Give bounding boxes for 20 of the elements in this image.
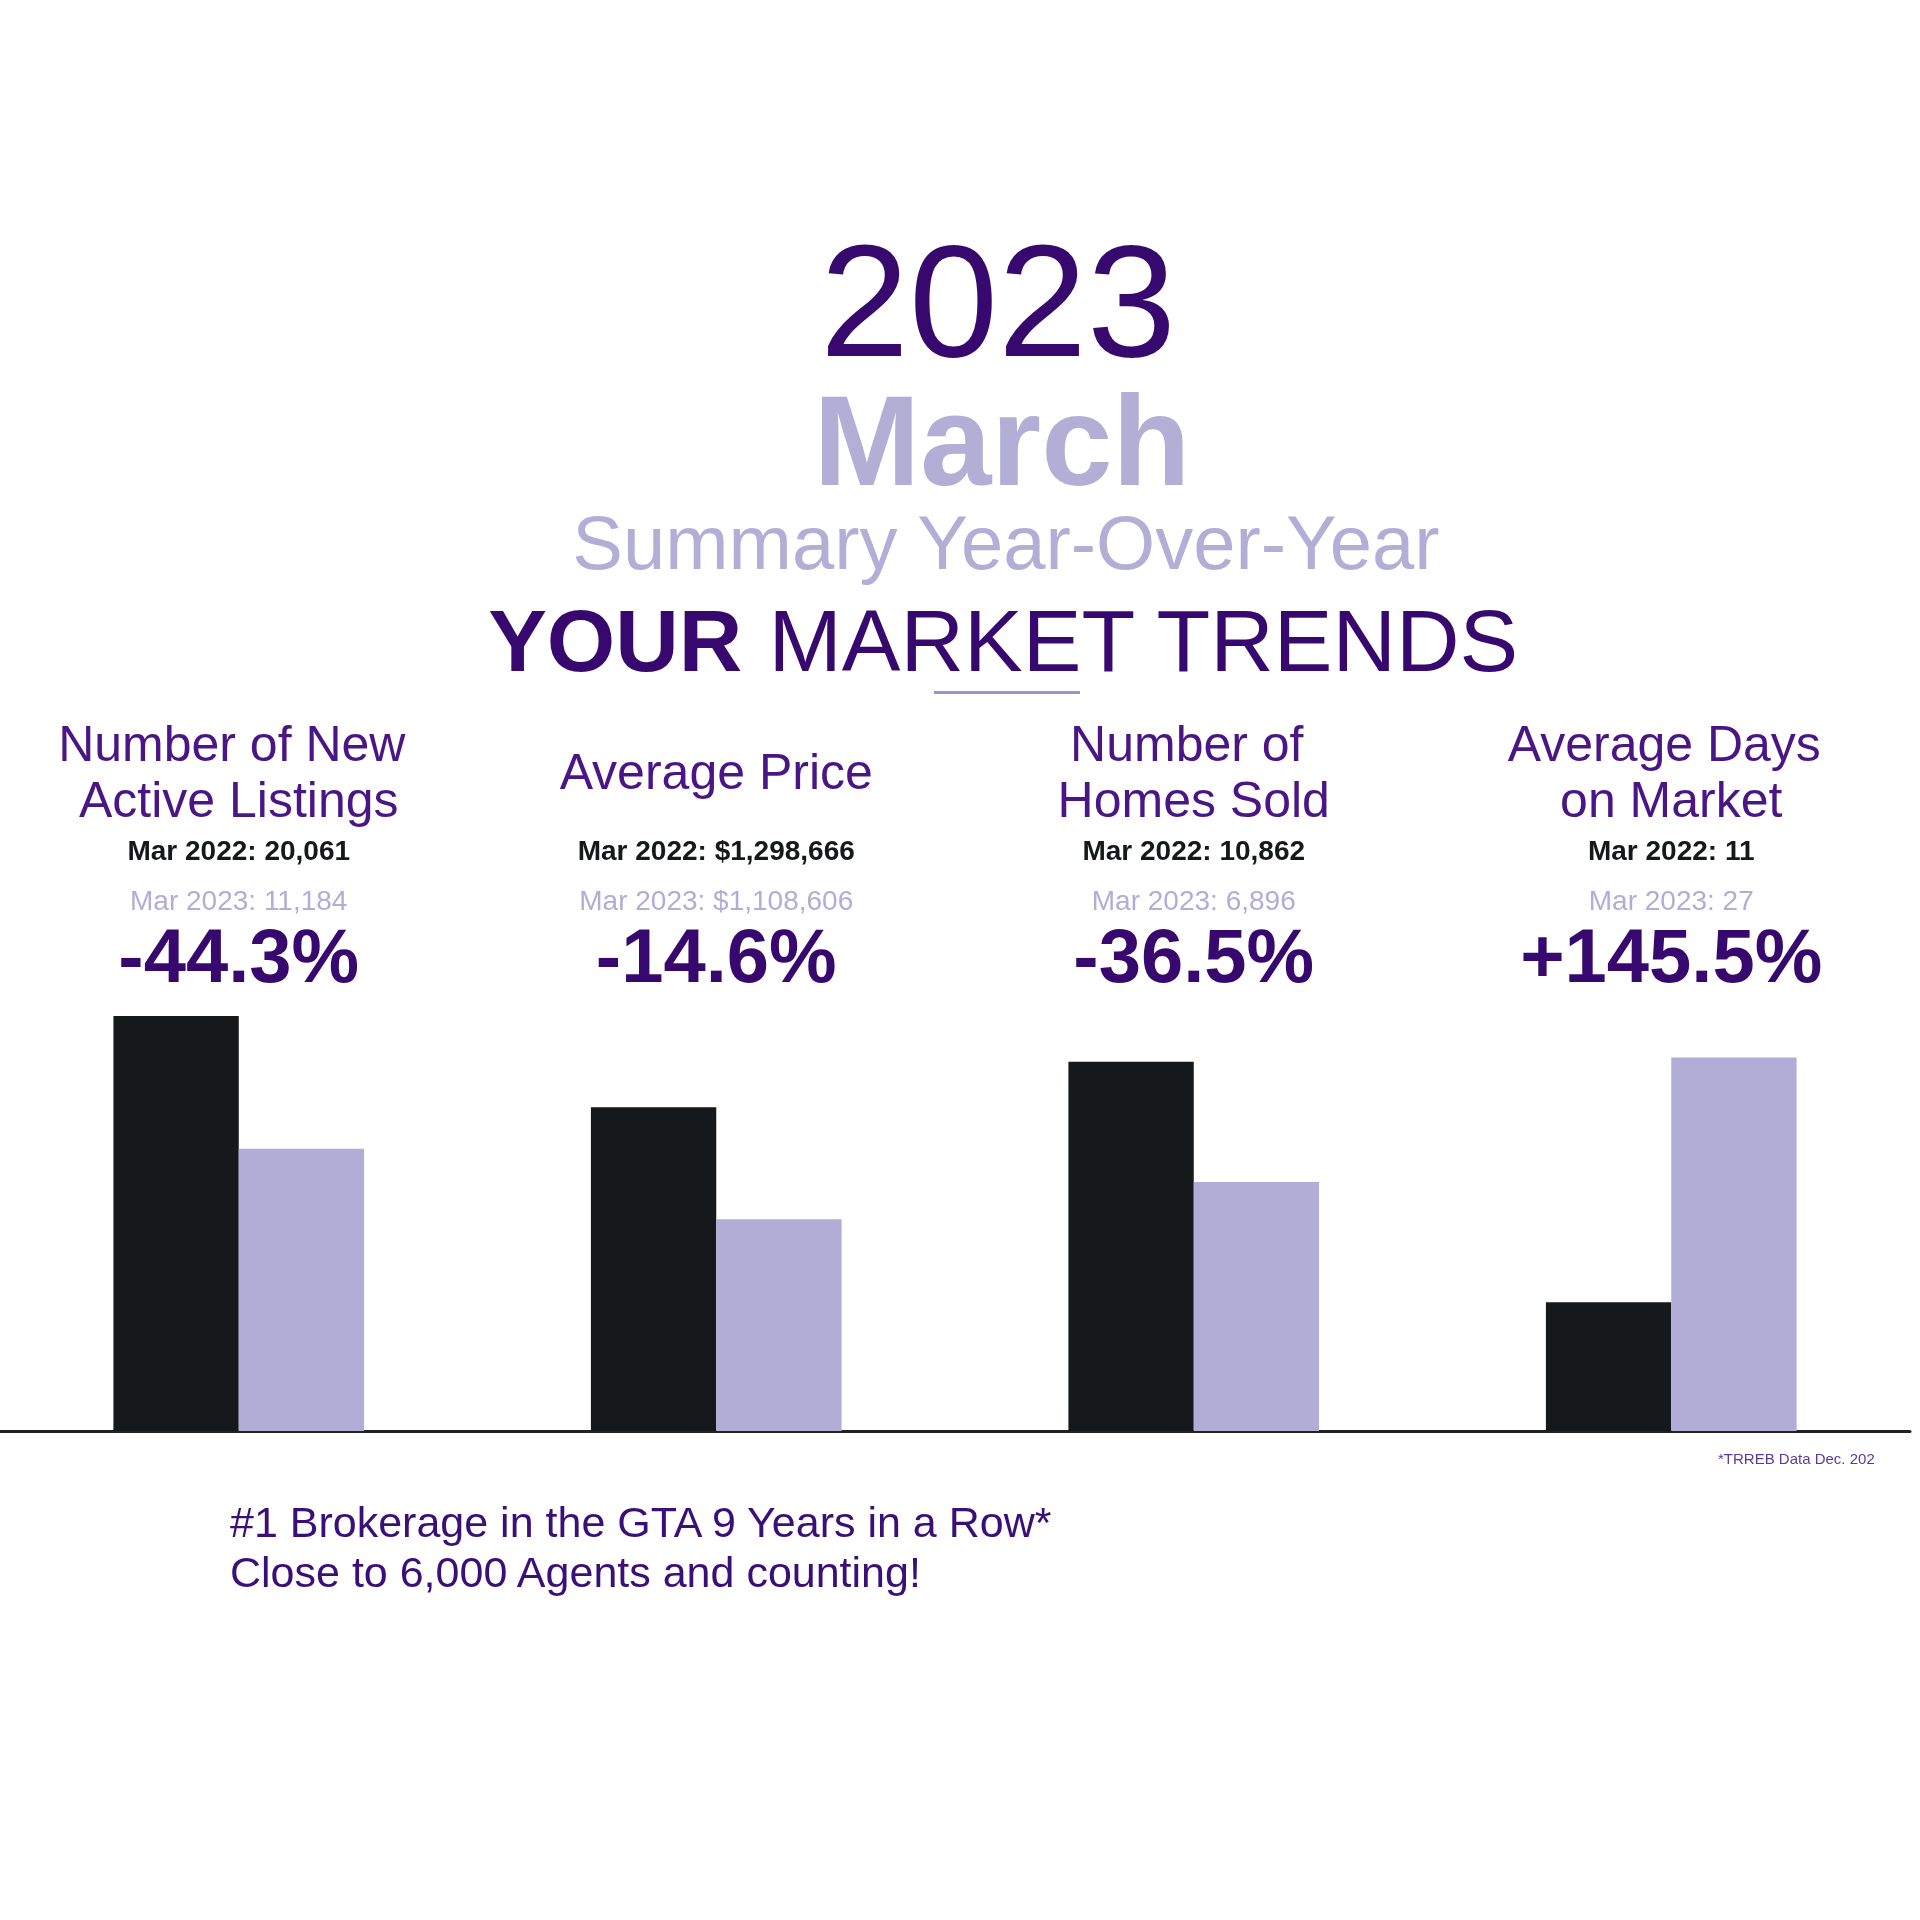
text: Mar 2022: 10,862: [1082, 834, 1306, 866]
text: *TRREB Data Dec. 202: [1718, 1449, 1875, 1467]
text: Mar 2022: 11: [1587, 834, 1755, 866]
x-tick-label: Number of New Active Listings: [58, 716, 420, 828]
x-tick-label: Number of Homes Sold: [1057, 716, 1330, 828]
text: Mar 2022: 20,061: [127, 834, 351, 866]
bar: [238, 1148, 365, 1431]
text: YOUR MARKET TRENDS: [488, 590, 1519, 690]
bar: [716, 1219, 842, 1431]
x-tick-label: Average Price: [559, 744, 873, 800]
text: Mar 2022: $1,298,666: [577, 834, 855, 866]
bar: [1193, 1182, 1320, 1431]
text: Close to 6,000 Agents and counting!: [230, 1548, 921, 1596]
bar: [590, 1107, 717, 1431]
x-tick-label: Average Days on Market: [1507, 716, 1835, 828]
bar: [113, 1016, 239, 1431]
bar: [1068, 1061, 1194, 1431]
bar: [1545, 1302, 1672, 1431]
bar: [1671, 1057, 1797, 1431]
text: #1 Brokerage in the GTA 9 Years in a Row*: [230, 1498, 1052, 1546]
